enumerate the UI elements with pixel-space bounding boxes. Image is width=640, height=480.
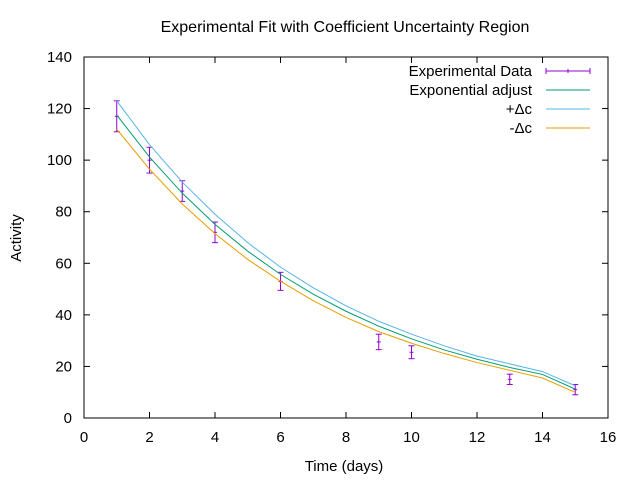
y-tick-label: 80 xyxy=(55,204,72,221)
y-tick-label: 140 xyxy=(47,49,72,66)
x-tick-label: 10 xyxy=(403,429,420,446)
data-point xyxy=(212,221,218,244)
chart-title: Experimental Fit with Coefficient Uncert… xyxy=(161,19,530,36)
x-tick-label: 8 xyxy=(342,429,350,446)
x-axis-label: Time (days) xyxy=(305,458,384,475)
legend: Experimental Data Exponential adjust +Δc -Δ… xyxy=(409,63,591,137)
y-tick-label: 0 xyxy=(64,410,72,427)
data-point xyxy=(572,383,579,396)
y-tick-label: 40 xyxy=(55,307,72,324)
y-tick-label: 120 xyxy=(47,101,72,118)
legend-label: +Δc xyxy=(506,101,533,118)
data-point xyxy=(408,345,415,360)
series-line xyxy=(116,128,576,393)
x-tick-label: 16 xyxy=(600,429,617,446)
data-point xyxy=(113,100,120,133)
x-tick-label: 0 xyxy=(80,429,88,446)
y-tick-label: 60 xyxy=(55,255,72,272)
x-tick-label: 4 xyxy=(211,429,219,446)
x-tick-label: 12 xyxy=(469,429,486,446)
data-point xyxy=(506,373,513,385)
plot-frame xyxy=(83,56,609,419)
series-line xyxy=(116,114,576,390)
series-line xyxy=(116,100,576,387)
x-tick-label: 14 xyxy=(534,429,551,446)
legend-label: -Δc xyxy=(509,120,532,137)
series-layer xyxy=(113,100,579,396)
x-tick-label: 2 xyxy=(145,429,153,446)
legend-label: Experimental Data xyxy=(409,63,533,80)
x-tick-label: 6 xyxy=(276,429,284,446)
y-axis-label: Activity xyxy=(8,214,25,262)
data-point xyxy=(375,333,382,351)
y-tick-label: 20 xyxy=(55,358,72,375)
legend-label: Exponential adjust xyxy=(409,82,532,99)
y-tick-label: 100 xyxy=(47,152,72,169)
